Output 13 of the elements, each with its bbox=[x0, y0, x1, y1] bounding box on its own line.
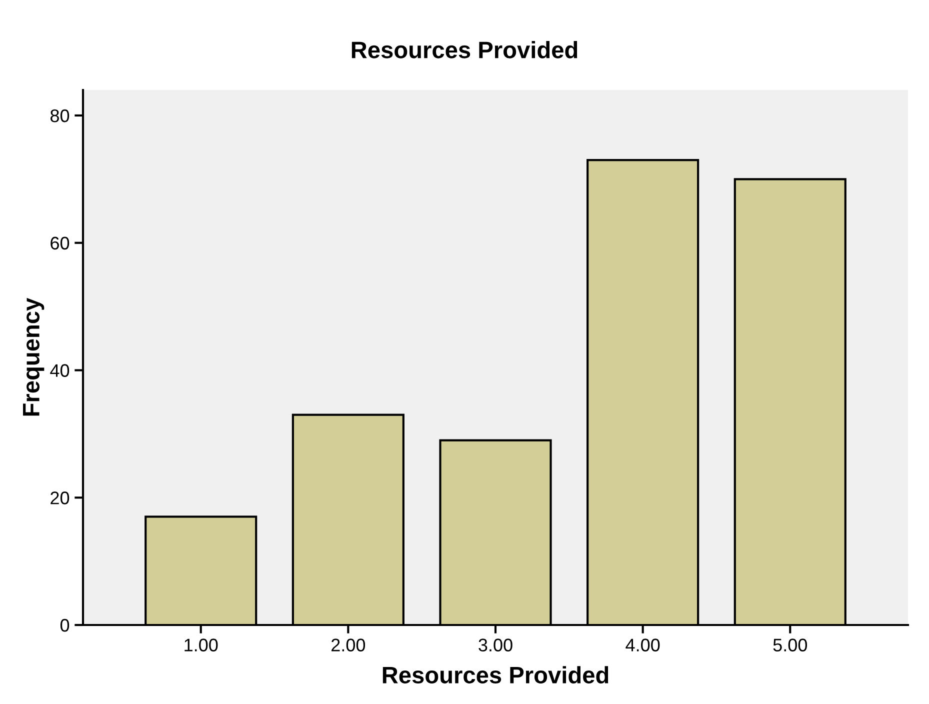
x-tick-label: 3.00 bbox=[478, 638, 512, 652]
x-tick-label: 4.00 bbox=[626, 638, 660, 652]
x-tick-label: 2.00 bbox=[332, 638, 366, 652]
chart-title: Resources Provided bbox=[352, 40, 578, 58]
x-tick-label: 5.00 bbox=[773, 638, 808, 652]
y-axis-title: Frequency bbox=[23, 298, 44, 416]
y-tick-label: 40 bbox=[50, 364, 70, 377]
y-tick-label: 20 bbox=[50, 492, 70, 504]
x-axis-title: Resources Provided bbox=[382, 666, 608, 684]
y-tick-label: 60 bbox=[50, 236, 70, 250]
y-tick-label: 0 bbox=[60, 618, 70, 632]
y-tick-label: 80 bbox=[50, 109, 70, 122]
x-tick-label: 1.00 bbox=[184, 638, 218, 652]
